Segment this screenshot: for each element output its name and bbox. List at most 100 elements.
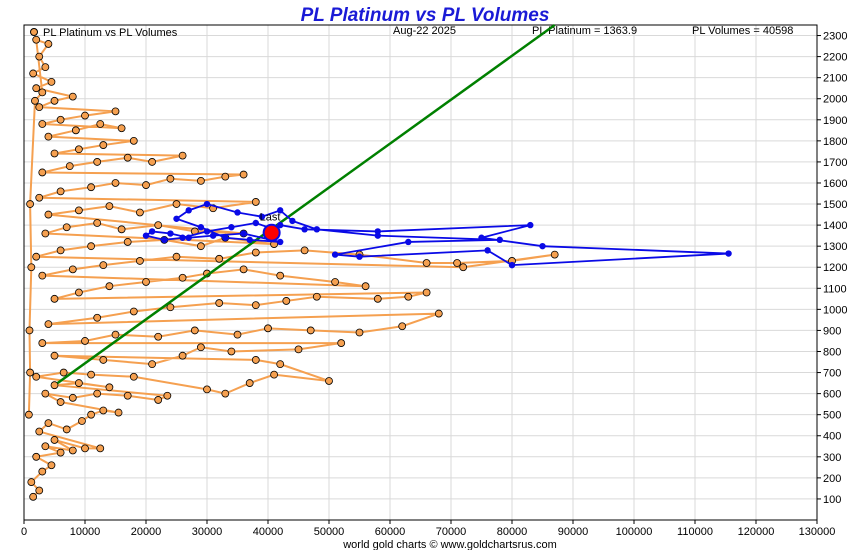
y-tick-label: 600 bbox=[823, 389, 841, 401]
history-point bbox=[26, 200, 35, 208]
recent-point bbox=[301, 226, 308, 233]
history-point bbox=[111, 330, 120, 339]
header-date: Aug-22 2025 bbox=[393, 25, 456, 37]
history-point bbox=[35, 486, 44, 495]
history-point bbox=[32, 84, 41, 93]
history-point bbox=[68, 393, 77, 402]
history-point bbox=[38, 88, 47, 97]
history-point bbox=[99, 406, 108, 415]
history-point bbox=[38, 168, 47, 177]
history-series bbox=[24, 35, 559, 501]
y-tick-label: 700 bbox=[823, 368, 841, 380]
history-point bbox=[41, 229, 50, 238]
recent-point bbox=[277, 207, 284, 214]
x-tick-label: 130000 bbox=[799, 526, 836, 538]
recent-point bbox=[252, 219, 259, 227]
history-point bbox=[166, 303, 175, 312]
y-tick-label: 2000 bbox=[823, 94, 847, 106]
last-label: Last bbox=[260, 212, 281, 224]
history-point bbox=[75, 206, 83, 215]
y-axis-ticks: 100 200 300 400 500 600 700 800 900 1000 1100 1200 1… bbox=[817, 31, 847, 506]
history-point bbox=[294, 345, 303, 354]
history-point bbox=[172, 252, 181, 261]
x-tick-label: 80000 bbox=[497, 526, 528, 538]
y-tick-label: 2300 bbox=[823, 31, 847, 43]
y-tick-label: 500 bbox=[823, 410, 841, 422]
history-point bbox=[251, 301, 260, 310]
history-point bbox=[233, 330, 242, 339]
history-point bbox=[142, 181, 150, 189]
history-point bbox=[178, 151, 187, 160]
history-point bbox=[373, 294, 382, 303]
recent-point bbox=[725, 250, 732, 257]
history-point bbox=[62, 425, 71, 434]
x-tick-label: 90000 bbox=[558, 526, 589, 538]
y-tick-label: 100 bbox=[823, 494, 841, 506]
history-point bbox=[38, 120, 47, 128]
recent-point bbox=[142, 232, 150, 239]
recent-point bbox=[484, 247, 491, 254]
history-point bbox=[196, 176, 205, 185]
y-tick-label: 1700 bbox=[823, 157, 847, 169]
history-point bbox=[59, 368, 68, 377]
history-point bbox=[87, 370, 95, 379]
history-point bbox=[215, 254, 224, 263]
history-point bbox=[26, 368, 35, 377]
history-point bbox=[422, 288, 431, 297]
recent-point bbox=[203, 200, 211, 208]
legend-label: PL Platinum vs PL Volumes bbox=[43, 27, 178, 39]
history-point bbox=[300, 246, 309, 255]
history-point bbox=[129, 372, 138, 381]
history-point bbox=[41, 63, 50, 72]
history-point bbox=[434, 309, 443, 318]
history-point bbox=[87, 242, 95, 251]
history-point bbox=[32, 35, 41, 44]
history-point bbox=[282, 297, 291, 305]
history-point bbox=[47, 77, 56, 86]
recent-point bbox=[209, 232, 217, 239]
history-point bbox=[99, 356, 108, 364]
history-point bbox=[123, 153, 132, 162]
last-point bbox=[262, 223, 281, 242]
history-point bbox=[38, 339, 47, 347]
history-point bbox=[459, 263, 468, 272]
history-point bbox=[312, 292, 321, 301]
legend-marker bbox=[30, 28, 38, 36]
history-point bbox=[29, 492, 38, 501]
recent-point bbox=[289, 217, 296, 225]
recent-point bbox=[246, 236, 253, 244]
history-point bbox=[56, 398, 65, 406]
recent-point bbox=[258, 213, 266, 220]
history-point bbox=[117, 124, 126, 133]
history-point bbox=[75, 288, 83, 297]
recent-point bbox=[185, 207, 192, 214]
history-point bbox=[337, 339, 346, 347]
history-point bbox=[331, 278, 340, 286]
history-point bbox=[32, 252, 41, 261]
history-point bbox=[276, 271, 285, 280]
history-point bbox=[62, 223, 71, 232]
recent-point bbox=[240, 230, 247, 237]
history-point bbox=[44, 210, 53, 219]
history-point bbox=[65, 162, 74, 171]
x-tick-label: 20000 bbox=[131, 526, 162, 538]
history-point bbox=[44, 419, 53, 428]
history-point bbox=[172, 200, 181, 208]
y-tick-label: 800 bbox=[823, 346, 841, 358]
recent-point bbox=[161, 236, 168, 244]
history-point bbox=[87, 410, 95, 419]
recent-point bbox=[356, 253, 363, 260]
history-point bbox=[221, 389, 230, 398]
x-tick-label: 50000 bbox=[314, 526, 345, 538]
recent-point bbox=[331, 251, 339, 258]
history-point bbox=[50, 436, 59, 444]
y-tick-label: 900 bbox=[823, 325, 841, 337]
history-point bbox=[154, 332, 163, 341]
history-point bbox=[117, 225, 126, 234]
y-tick-label: 1400 bbox=[823, 220, 847, 232]
history-point bbox=[105, 383, 114, 392]
history-point bbox=[239, 170, 248, 179]
x-tick-label: 40000 bbox=[253, 526, 284, 538]
history-point bbox=[251, 356, 260, 364]
history-point bbox=[135, 257, 144, 265]
